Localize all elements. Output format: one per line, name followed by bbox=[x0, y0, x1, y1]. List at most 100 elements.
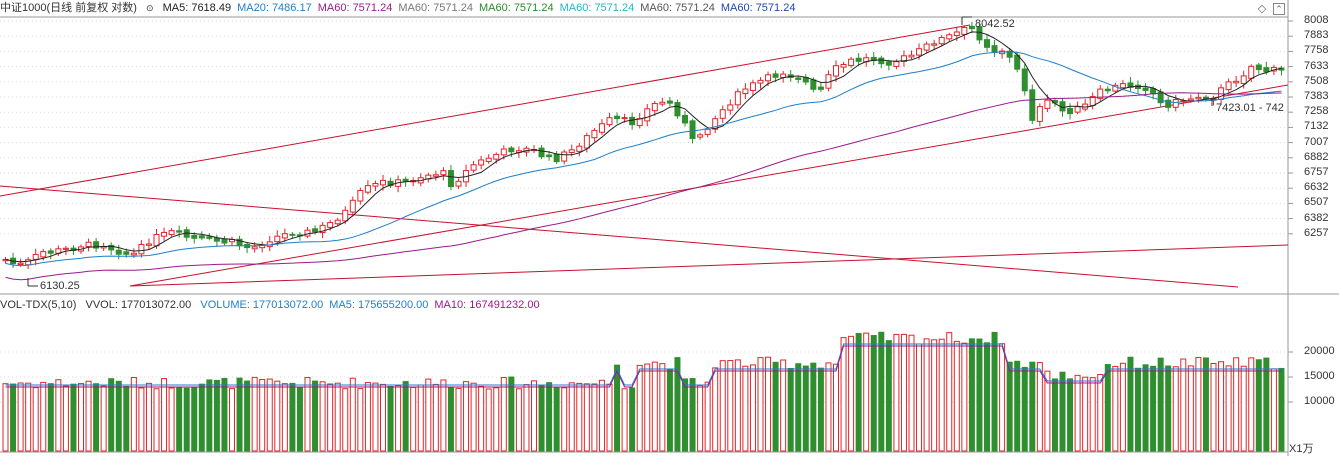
ma-legend-4: MA60: 7571.24 bbox=[478, 2, 554, 14]
volume-bar bbox=[168, 387, 175, 452]
candle-body bbox=[221, 238, 228, 244]
candle-body bbox=[1036, 106, 1043, 122]
candle-body bbox=[198, 235, 205, 239]
volume-bar bbox=[251, 376, 258, 452]
volume-bar bbox=[1006, 361, 1013, 452]
volume-bar bbox=[1029, 361, 1036, 452]
volume-bar bbox=[296, 386, 303, 452]
candle-body bbox=[719, 109, 726, 119]
volume-bar bbox=[855, 333, 862, 452]
volume-bar bbox=[1150, 365, 1157, 452]
volume-bar bbox=[674, 357, 681, 452]
price-tick: 7383 bbox=[1304, 90, 1329, 102]
volume-bar bbox=[1233, 357, 1240, 452]
volume-bar bbox=[712, 367, 719, 452]
volume-bar bbox=[885, 340, 892, 452]
candle-body bbox=[1195, 96, 1202, 100]
candle-body bbox=[1165, 99, 1172, 108]
volume-bar bbox=[372, 382, 379, 452]
candle-body bbox=[1172, 99, 1179, 108]
price-tick: 7132 bbox=[1304, 120, 1329, 133]
volume-bar bbox=[1135, 367, 1141, 452]
volume-bar bbox=[463, 381, 470, 452]
volume-bar bbox=[538, 384, 545, 452]
candle-body bbox=[447, 170, 454, 188]
volume-bar bbox=[447, 387, 454, 452]
volume-bar bbox=[749, 364, 756, 452]
volume-bar bbox=[1165, 365, 1172, 452]
volume-bar bbox=[1180, 358, 1187, 452]
candle-body bbox=[138, 243, 145, 255]
volume-bar bbox=[349, 377, 356, 452]
candle-body bbox=[568, 149, 575, 153]
volume-tick: 10000 bbox=[1304, 395, 1335, 407]
volume-bar bbox=[946, 332, 953, 452]
candle-body bbox=[115, 249, 122, 255]
volume-bar bbox=[546, 382, 553, 452]
candle-body bbox=[984, 39, 990, 48]
price-tick: 6382 bbox=[1304, 211, 1329, 224]
volume-bar bbox=[1157, 357, 1164, 452]
candle-body bbox=[17, 262, 24, 266]
volume-bar bbox=[938, 338, 945, 452]
candle-body bbox=[25, 259, 32, 266]
volume-bar bbox=[319, 381, 326, 452]
candle-body bbox=[168, 230, 175, 235]
candle-body bbox=[727, 104, 734, 111]
expand-icon[interactable]: ⌃ bbox=[1273, 3, 1285, 15]
volume-bar bbox=[327, 383, 334, 452]
candle-body bbox=[364, 185, 371, 193]
candle-body bbox=[40, 251, 47, 258]
candle-body bbox=[546, 154, 553, 158]
volume-bar bbox=[1195, 357, 1202, 452]
vol-legend-0: VOLUME: 177013072.00 bbox=[200, 299, 324, 311]
collapse-icon[interactable]: ⊙ bbox=[145, 3, 154, 13]
candle-body bbox=[561, 151, 568, 162]
volume-bar bbox=[500, 376, 507, 452]
symbol-title: 中证1000(日线 前复权 对数) bbox=[0, 2, 137, 14]
candle-body bbox=[1112, 84, 1119, 92]
volume-bar bbox=[810, 362, 817, 452]
volume-bar bbox=[191, 386, 198, 452]
volume-bar bbox=[1248, 357, 1255, 452]
volume-bar bbox=[130, 377, 137, 452]
candle-body bbox=[598, 123, 605, 133]
volume-bar bbox=[953, 340, 960, 452]
candle-body bbox=[840, 63, 847, 68]
candle-body bbox=[742, 88, 749, 95]
candle-body bbox=[900, 55, 907, 62]
candle-body bbox=[1097, 88, 1104, 99]
volume-bar bbox=[357, 388, 364, 452]
candle-body bbox=[485, 157, 492, 162]
volume-bar bbox=[259, 379, 266, 452]
diamond-icon[interactable]: ◇ bbox=[1257, 3, 1267, 15]
candle-body bbox=[191, 234, 198, 239]
volume-bar bbox=[561, 387, 568, 452]
volume-bar bbox=[1255, 359, 1262, 452]
volume-bar bbox=[825, 362, 832, 452]
volume-bar bbox=[1187, 365, 1194, 452]
vol-indicator-name[interactable]: VOL-TDX(5,10) bbox=[0, 299, 77, 311]
volume-bar bbox=[410, 386, 417, 452]
candle-body bbox=[734, 91, 741, 106]
volume-bar bbox=[704, 381, 711, 452]
volume-bar bbox=[1278, 367, 1285, 452]
price-tick: 6257 bbox=[1304, 226, 1329, 239]
candle-body bbox=[817, 86, 824, 90]
volume-bar bbox=[342, 388, 349, 452]
price-tick: 6757 bbox=[1304, 166, 1329, 178]
volume-bar bbox=[62, 385, 69, 452]
candle-body bbox=[478, 159, 485, 166]
volume-bar bbox=[334, 382, 341, 452]
volume-bar bbox=[1044, 370, 1051, 452]
volume-bar bbox=[40, 381, 47, 452]
volume-bar bbox=[629, 387, 636, 452]
candle-body bbox=[833, 65, 839, 77]
candle-body bbox=[1067, 108, 1074, 115]
volume-bar bbox=[198, 383, 205, 452]
candle-body bbox=[961, 27, 968, 35]
price-tick: 8008 bbox=[1304, 14, 1329, 26]
candle-body bbox=[500, 148, 507, 156]
